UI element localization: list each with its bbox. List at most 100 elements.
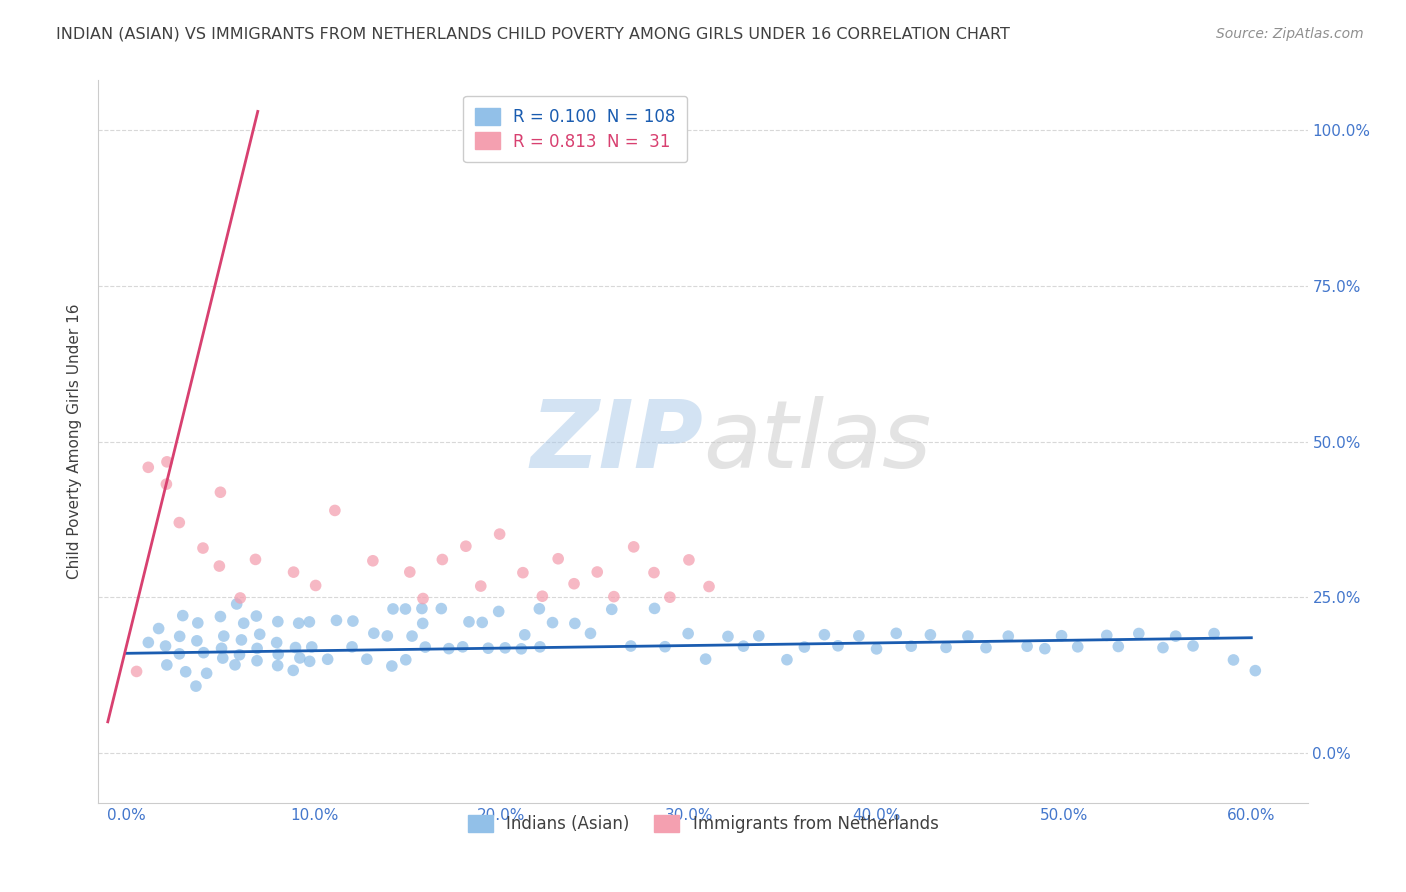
Point bbox=[564, 616, 586, 631]
Point bbox=[228, 648, 250, 662]
Point bbox=[512, 566, 534, 580]
Point bbox=[1222, 653, 1244, 667]
Point bbox=[136, 460, 159, 475]
Point bbox=[437, 641, 460, 656]
Point bbox=[620, 639, 643, 653]
Point bbox=[1050, 629, 1073, 643]
Point bbox=[695, 652, 717, 666]
Point bbox=[717, 629, 740, 643]
Point bbox=[172, 608, 194, 623]
Point bbox=[125, 665, 148, 679]
Point bbox=[510, 641, 533, 656]
Point bbox=[412, 616, 434, 631]
Point bbox=[412, 591, 434, 606]
Point bbox=[155, 639, 177, 653]
Point bbox=[287, 616, 309, 631]
Point bbox=[363, 626, 385, 640]
Point bbox=[793, 640, 815, 654]
Point bbox=[513, 628, 536, 642]
Point bbox=[174, 665, 197, 679]
Point bbox=[246, 641, 269, 656]
Point bbox=[1202, 626, 1225, 640]
Point bbox=[920, 628, 942, 642]
Point bbox=[748, 629, 770, 643]
Point bbox=[1128, 626, 1150, 640]
Point bbox=[249, 627, 271, 641]
Point bbox=[411, 601, 433, 615]
Point bbox=[169, 647, 191, 661]
Point bbox=[1107, 640, 1129, 654]
Point bbox=[603, 590, 626, 604]
Point bbox=[1164, 629, 1187, 643]
Point bbox=[211, 641, 233, 656]
Point bbox=[184, 679, 207, 693]
Point bbox=[697, 580, 720, 594]
Point bbox=[956, 629, 979, 643]
Point bbox=[211, 651, 233, 665]
Point bbox=[209, 485, 232, 500]
Point bbox=[394, 602, 416, 616]
Point bbox=[187, 615, 209, 630]
Point bbox=[432, 552, 454, 566]
Point bbox=[430, 601, 453, 615]
Point bbox=[169, 516, 191, 530]
Point bbox=[470, 579, 492, 593]
Point bbox=[562, 576, 585, 591]
Point bbox=[382, 602, 405, 616]
Point bbox=[232, 616, 254, 631]
Point bbox=[169, 629, 191, 643]
Point bbox=[245, 609, 267, 624]
Point bbox=[156, 455, 179, 469]
Point bbox=[155, 477, 177, 491]
Point bbox=[813, 628, 835, 642]
Point bbox=[191, 541, 214, 555]
Point bbox=[458, 615, 481, 629]
Text: atlas: atlas bbox=[703, 396, 931, 487]
Point bbox=[301, 640, 323, 654]
Legend: Indians (Asian), Immigrants from Netherlands: Indians (Asian), Immigrants from Netherl… bbox=[456, 804, 950, 845]
Point bbox=[541, 615, 564, 630]
Point bbox=[477, 641, 499, 656]
Point bbox=[395, 653, 418, 667]
Point bbox=[600, 602, 623, 616]
Point bbox=[658, 591, 681, 605]
Point bbox=[361, 554, 384, 568]
Point bbox=[224, 657, 246, 672]
Point bbox=[654, 640, 676, 654]
Text: INDIAN (ASIAN) VS IMMIGRANTS FROM NETHERLANDS CHILD POVERTY AMONG GIRLS UNDER 16: INDIAN (ASIAN) VS IMMIGRANTS FROM NETHER… bbox=[56, 27, 1010, 42]
Point bbox=[884, 626, 907, 640]
Point bbox=[623, 540, 645, 554]
Point bbox=[776, 653, 799, 667]
Point bbox=[547, 551, 569, 566]
Y-axis label: Child Poverty Among Girls Under 16: Child Poverty Among Girls Under 16 bbox=[67, 304, 83, 579]
Point bbox=[494, 640, 516, 655]
Point bbox=[827, 639, 849, 653]
Point bbox=[229, 591, 252, 605]
Point bbox=[225, 597, 247, 611]
Point bbox=[298, 654, 321, 668]
Point bbox=[316, 652, 339, 666]
Point bbox=[288, 651, 311, 665]
Point bbox=[531, 589, 554, 603]
Point bbox=[997, 629, 1019, 643]
Text: Source: ZipAtlas.com: Source: ZipAtlas.com bbox=[1216, 27, 1364, 41]
Point bbox=[231, 632, 253, 647]
Point bbox=[342, 614, 364, 628]
Point bbox=[1182, 639, 1205, 653]
Point bbox=[676, 626, 699, 640]
Point bbox=[186, 633, 208, 648]
Point bbox=[325, 613, 347, 627]
Point bbox=[1067, 640, 1090, 654]
Point bbox=[1244, 664, 1267, 678]
Point bbox=[212, 629, 235, 643]
Point bbox=[148, 622, 170, 636]
Point bbox=[1017, 640, 1039, 654]
Point bbox=[900, 639, 922, 653]
Point bbox=[733, 639, 755, 653]
Point bbox=[1095, 628, 1118, 642]
Point bbox=[195, 666, 218, 681]
Point bbox=[375, 629, 398, 643]
Point bbox=[381, 659, 404, 673]
Point bbox=[586, 565, 609, 579]
Point bbox=[209, 609, 232, 624]
